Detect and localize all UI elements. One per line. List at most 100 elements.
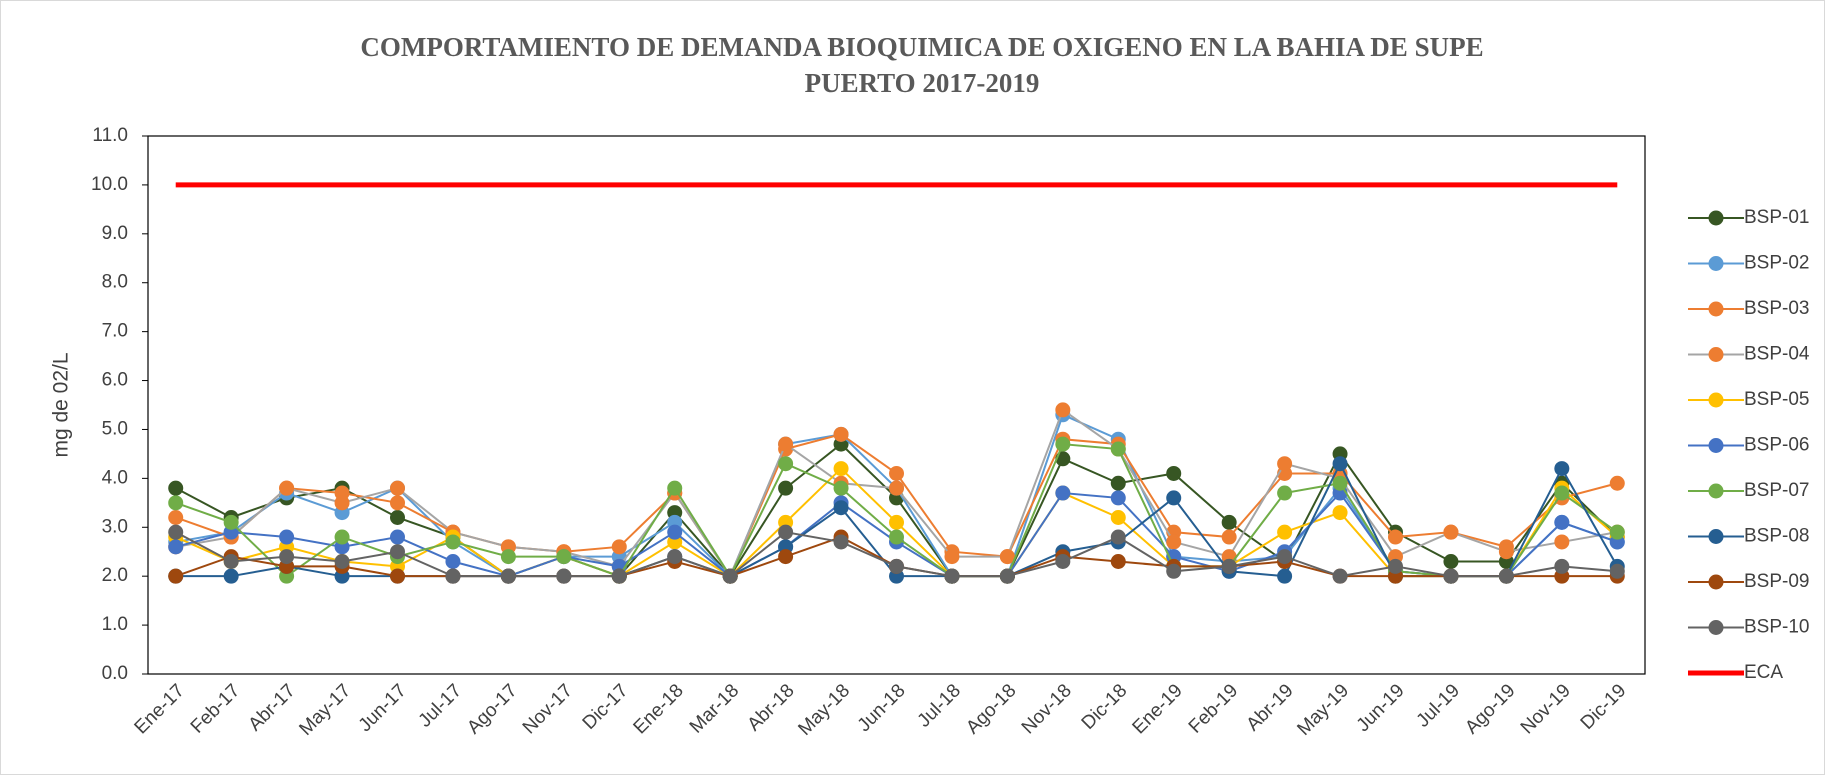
data-point — [1498, 544, 1514, 560]
data-point — [1609, 563, 1625, 579]
legend-label: BSP-01 — [1744, 207, 1809, 228]
legend-marker — [1708, 347, 1724, 362]
data-point — [1277, 568, 1293, 584]
data-point — [1166, 490, 1182, 506]
data-point — [168, 509, 184, 525]
data-point — [1388, 529, 1403, 545]
data-point — [1388, 558, 1403, 574]
data-point — [1110, 529, 1126, 545]
data-point — [445, 554, 461, 570]
data-point — [168, 524, 184, 540]
data-point — [445, 568, 461, 584]
data-point — [1277, 549, 1293, 565]
data-point — [1332, 568, 1348, 584]
data-point — [390, 544, 405, 560]
legend-label: ECA — [1744, 662, 1783, 683]
data-point — [944, 549, 960, 565]
chart-title: PUERTO 2017-2019 — [805, 68, 1040, 98]
data-point — [778, 456, 794, 472]
data-point — [833, 534, 849, 550]
legend-marker — [1708, 438, 1724, 453]
data-point — [445, 534, 461, 550]
legend-label: BSP-02 — [1744, 253, 1809, 274]
data-point — [500, 549, 516, 565]
chart-title: COMPORTAMIENTO DE DEMANDA BIOQUIMICA DE … — [360, 32, 1483, 62]
y-tick-label: 3.0 — [102, 516, 128, 537]
data-point — [556, 568, 572, 584]
data-point — [556, 549, 572, 565]
data-point — [1277, 485, 1293, 501]
data-point — [390, 480, 405, 496]
data-point — [1110, 509, 1126, 525]
data-point — [667, 480, 683, 496]
data-point — [390, 568, 405, 584]
plot-area — [147, 135, 1646, 675]
data-point — [334, 529, 350, 545]
y-tick-label: 1.0 — [102, 614, 128, 635]
data-point — [223, 568, 239, 584]
legend-label: BSP-06 — [1744, 435, 1809, 456]
data-point — [1554, 534, 1570, 550]
data-point — [833, 500, 849, 516]
data-point — [1609, 475, 1625, 491]
legend-label: BSP-08 — [1744, 526, 1809, 547]
legend-marker — [1708, 620, 1724, 635]
data-point — [1554, 558, 1570, 574]
data-point — [223, 514, 239, 530]
legend-marker — [1708, 529, 1724, 544]
y-tick-label: 5.0 — [102, 418, 128, 439]
data-point — [999, 549, 1015, 565]
data-point — [1443, 554, 1459, 570]
data-point — [1166, 534, 1182, 550]
data-point — [1221, 529, 1237, 545]
data-point — [1055, 402, 1071, 418]
legend-label: BSP-07 — [1744, 480, 1809, 501]
data-point — [611, 539, 627, 555]
data-point — [889, 558, 904, 574]
legend-marker — [1708, 483, 1724, 499]
data-point — [778, 436, 794, 452]
y-tick-label: 10.0 — [91, 174, 128, 195]
data-point — [1166, 465, 1182, 481]
legend-label: BSP-04 — [1744, 344, 1810, 365]
legend-marker — [1708, 574, 1724, 590]
data-point — [1332, 475, 1348, 491]
data-point — [889, 529, 904, 545]
data-point — [223, 554, 239, 570]
data-point — [1110, 475, 1126, 491]
data-point — [1166, 563, 1182, 579]
data-point — [778, 524, 794, 540]
data-point — [1221, 514, 1237, 530]
data-point — [279, 529, 295, 545]
data-point — [390, 495, 405, 511]
data-point — [1110, 490, 1126, 506]
y-axis-label: mg de 02/L — [50, 352, 73, 457]
y-tick-label: 4.0 — [102, 467, 128, 488]
data-point — [722, 568, 738, 584]
data-point — [1277, 456, 1293, 472]
data-point — [390, 529, 405, 545]
data-point — [168, 539, 184, 555]
data-point — [667, 524, 683, 540]
legend-marker — [1708, 256, 1724, 271]
data-point — [279, 549, 295, 565]
y-tick-label: 2.0 — [102, 565, 128, 586]
data-point — [1110, 441, 1126, 457]
data-point — [1055, 485, 1071, 501]
data-point — [168, 480, 184, 496]
legend-label: BSP-03 — [1744, 298, 1809, 319]
data-point — [1554, 461, 1570, 477]
data-point — [1332, 456, 1348, 472]
data-point — [611, 568, 627, 584]
data-point — [1277, 524, 1293, 540]
data-point — [279, 480, 295, 496]
data-point — [1443, 524, 1459, 540]
data-point — [1055, 436, 1071, 452]
data-point — [1055, 554, 1071, 570]
legend-marker — [1708, 301, 1724, 317]
data-point — [889, 465, 904, 481]
data-point — [1554, 485, 1570, 501]
data-point — [500, 568, 516, 584]
